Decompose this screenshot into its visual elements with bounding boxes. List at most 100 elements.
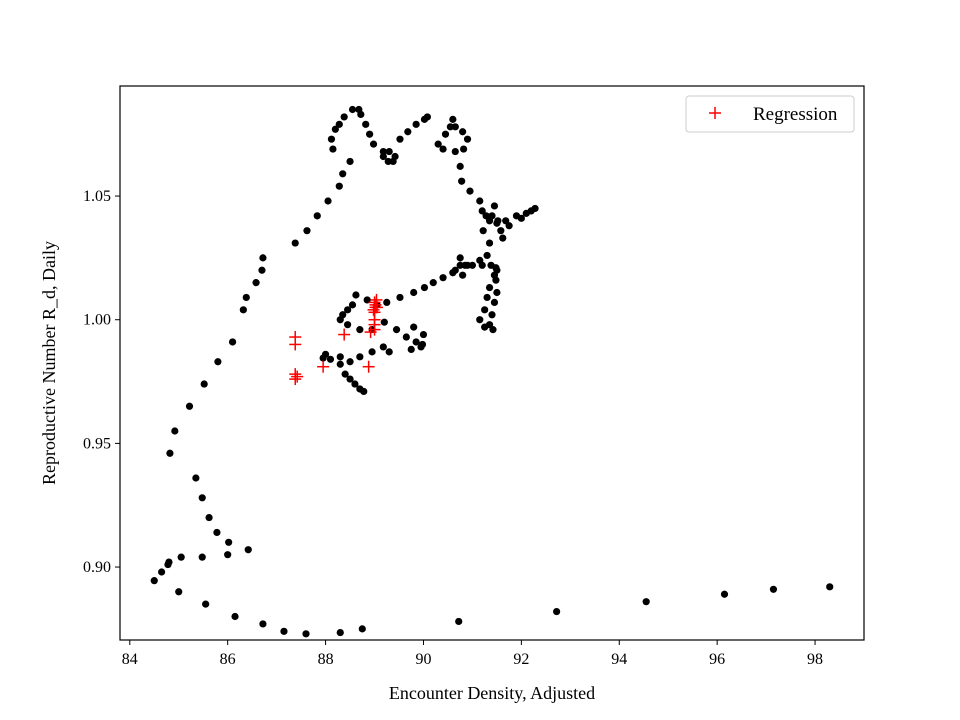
- x-tick-label: 84: [122, 651, 138, 668]
- data-point: [769, 585, 778, 593]
- legend-marker-regression: [709, 107, 721, 119]
- data-point: [242, 293, 250, 302]
- data-point: [344, 321, 352, 329]
- data-point: [380, 318, 388, 326]
- data-point: [348, 105, 357, 114]
- data-point: [553, 607, 561, 616]
- data-point: [346, 375, 354, 383]
- data-point: [321, 350, 330, 358]
- data-point: [341, 370, 349, 378]
- data-point: [391, 152, 399, 161]
- regression-point: [317, 360, 330, 373]
- data-point: [177, 553, 185, 561]
- data-point: [404, 128, 412, 136]
- legend: Regression: [685, 95, 855, 133]
- data-point: [329, 145, 337, 153]
- data-point: [231, 612, 239, 621]
- data-point: [418, 340, 427, 349]
- data-point: [429, 279, 437, 287]
- data-point: [357, 110, 365, 119]
- data-point: [490, 298, 499, 307]
- data-point: [488, 311, 496, 319]
- data-point: [336, 353, 344, 361]
- data-point: [340, 113, 348, 121]
- data-point: [456, 254, 464, 262]
- data-point: [476, 197, 484, 205]
- data-point: [192, 474, 200, 482]
- data-point: [158, 568, 166, 576]
- data-point: [488, 212, 496, 220]
- data-point: [826, 583, 834, 591]
- data-point: [396, 293, 404, 302]
- data-point: [492, 264, 500, 272]
- data-point: [185, 402, 194, 410]
- data-point: [468, 261, 477, 269]
- data-point: [499, 234, 507, 242]
- x-tick-label: 92: [513, 651, 529, 668]
- y-tick-label: 1.05: [83, 188, 111, 205]
- data-point: [423, 113, 431, 121]
- data-point: [324, 197, 332, 205]
- data-point: [459, 128, 467, 136]
- data-point: [490, 271, 499, 279]
- data-point: [313, 212, 321, 220]
- data-point: [171, 427, 179, 435]
- data-point: [478, 207, 486, 215]
- data-point: [369, 140, 378, 148]
- data-point: [280, 627, 288, 635]
- data-point: [489, 326, 497, 334]
- data-point: [336, 628, 344, 637]
- data-point: [344, 306, 352, 314]
- data-point: [368, 348, 376, 356]
- data-point: [505, 222, 513, 230]
- data-point: [244, 546, 252, 554]
- data-point: [356, 353, 364, 361]
- data-point: [214, 358, 222, 366]
- data-point: [358, 625, 366, 633]
- data-point: [456, 162, 464, 170]
- data-point: [412, 338, 420, 346]
- data-point: [303, 227, 311, 235]
- data-point: [259, 620, 267, 628]
- x-tick-label: 96: [709, 651, 725, 668]
- data-point: [348, 301, 357, 309]
- regression-point: [367, 303, 380, 316]
- y-tick-label: 1.00: [83, 312, 111, 329]
- data-point: [335, 120, 343, 128]
- data-point: [351, 380, 359, 388]
- data-point: [259, 254, 267, 262]
- data-point: [360, 387, 368, 396]
- data-point: [458, 177, 466, 185]
- regression-point: [289, 373, 302, 386]
- data-point: [258, 266, 266, 274]
- data-point: [494, 217, 502, 225]
- data-point: [346, 157, 354, 166]
- legend-box: [685, 95, 855, 133]
- data-point: [326, 355, 335, 363]
- data-point: [451, 123, 459, 131]
- data-point: [402, 333, 410, 341]
- regression-point: [291, 370, 304, 383]
- data-point: [252, 279, 260, 287]
- x-axis-label: Encounter Density, Adjusted: [389, 683, 595, 703]
- data-point: [481, 323, 489, 331]
- data-point: [336, 316, 344, 324]
- data-point: [412, 120, 420, 128]
- data-point: [200, 380, 208, 388]
- data-point: [198, 494, 206, 502]
- data-point: [451, 147, 459, 156]
- data-point: [407, 345, 415, 353]
- y-axis: 0.90 0.95 1.00 1.05: [83, 188, 120, 576]
- data-point: [335, 182, 343, 190]
- data-point: [228, 338, 237, 346]
- data-point: [346, 358, 354, 366]
- data-point: [410, 323, 418, 331]
- data-point: [434, 140, 442, 148]
- data-point: [479, 227, 487, 235]
- data-point: [642, 598, 650, 606]
- data-point: [339, 170, 347, 178]
- data-point: [385, 147, 393, 156]
- x-tick-label: 90: [415, 651, 431, 668]
- data-point: [456, 261, 464, 269]
- legend-label-regression: Regression: [753, 104, 838, 125]
